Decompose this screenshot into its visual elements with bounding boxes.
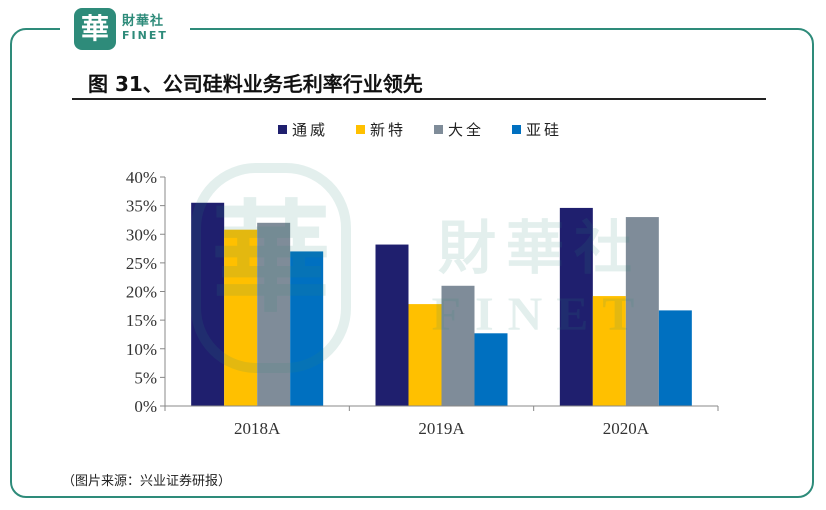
- legend-label: 亚硅: [526, 122, 562, 139]
- bar: [658, 310, 692, 406]
- y-tick-label: 40%: [126, 168, 157, 187]
- x-tick-label: 2018A: [234, 419, 281, 438]
- legend-label: 新特: [370, 122, 406, 139]
- y-tick-label: 30%: [126, 225, 157, 244]
- legend-swatch: [434, 125, 443, 134]
- bars: [191, 202, 692, 406]
- brand-seal-icon: 華: [74, 8, 116, 50]
- bar: [592, 296, 626, 406]
- bar: [290, 251, 324, 406]
- legend-label: 通威: [292, 122, 328, 139]
- legend-swatch: [356, 125, 365, 134]
- x-tick-label: 2019A: [418, 419, 465, 438]
- x-axis: 2018A 2019A 2020A: [164, 405, 719, 438]
- y-tick-label: 10%: [126, 340, 157, 359]
- brand-name-cn: 財華社: [122, 14, 165, 29]
- legend-swatch: [512, 125, 521, 134]
- chart-legend: 通威 新特 大全 亚硅: [278, 121, 562, 139]
- bar: [224, 229, 258, 406]
- bar: [375, 244, 409, 406]
- y-axis: 0% 5% 10% 15% 20% 25% 30% 35% 40%: [126, 168, 166, 416]
- legend-label: 大全: [448, 121, 484, 139]
- y-tick-label: 25%: [126, 254, 157, 273]
- legend-swatch: [278, 125, 287, 134]
- card-frame: [10, 28, 814, 498]
- bar: [257, 222, 291, 406]
- x-tick-label: 2020A: [603, 419, 650, 438]
- bar: [474, 333, 508, 406]
- y-tick-label: 5%: [134, 368, 157, 387]
- bar: [441, 285, 475, 406]
- y-tick-label: 35%: [126, 197, 157, 216]
- source-note: （图片来源：兴业证券研报）: [62, 474, 232, 489]
- y-tick-label: 0%: [134, 397, 157, 416]
- figure-title: 图 31、公司硅料业务毛利率行业领先: [88, 72, 423, 96]
- bar: [625, 217, 659, 406]
- y-tick-label: 20%: [126, 283, 157, 302]
- y-tick-label: 15%: [126, 311, 157, 330]
- bar: [191, 202, 225, 406]
- bar: [408, 304, 442, 406]
- brand-name-en: FINET: [122, 29, 168, 42]
- title-divider: [72, 98, 766, 100]
- bar: [559, 207, 593, 406]
